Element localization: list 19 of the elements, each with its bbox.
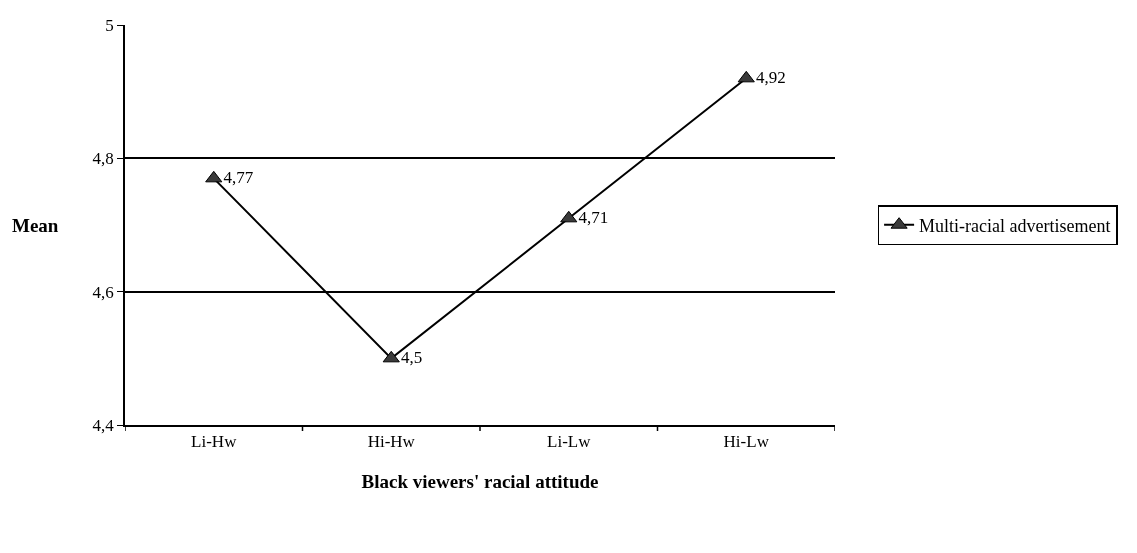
point bbox=[737, 70, 755, 83]
x-tick-label: Li-Hw bbox=[191, 432, 238, 452]
data-label: 4,92 bbox=[756, 67, 786, 87]
point bbox=[560, 210, 578, 223]
data-label: 4,77 bbox=[223, 167, 254, 187]
legend-label: Multi-racial advertisement bbox=[919, 215, 1111, 236]
x-tick-label: Hi-Lw bbox=[723, 432, 770, 452]
y-tick-label: 5 bbox=[105, 15, 114, 35]
data-label: 4,71 bbox=[578, 207, 609, 227]
x-tick-label: Hi-Hw bbox=[367, 432, 416, 452]
y-tick-label: 4,8 bbox=[92, 149, 114, 169]
y-tick-label: 4,6 bbox=[92, 282, 114, 302]
point bbox=[382, 350, 400, 363]
data-label: 4,5 bbox=[401, 347, 423, 367]
x-tick-label: Li-Lw bbox=[547, 432, 592, 452]
y-tick-label: 4,4 bbox=[92, 415, 115, 435]
y-axis-title: Mean bbox=[12, 215, 59, 236]
point bbox=[205, 170, 223, 183]
x-axis-title: Black viewers' racial attitude bbox=[361, 471, 599, 493]
